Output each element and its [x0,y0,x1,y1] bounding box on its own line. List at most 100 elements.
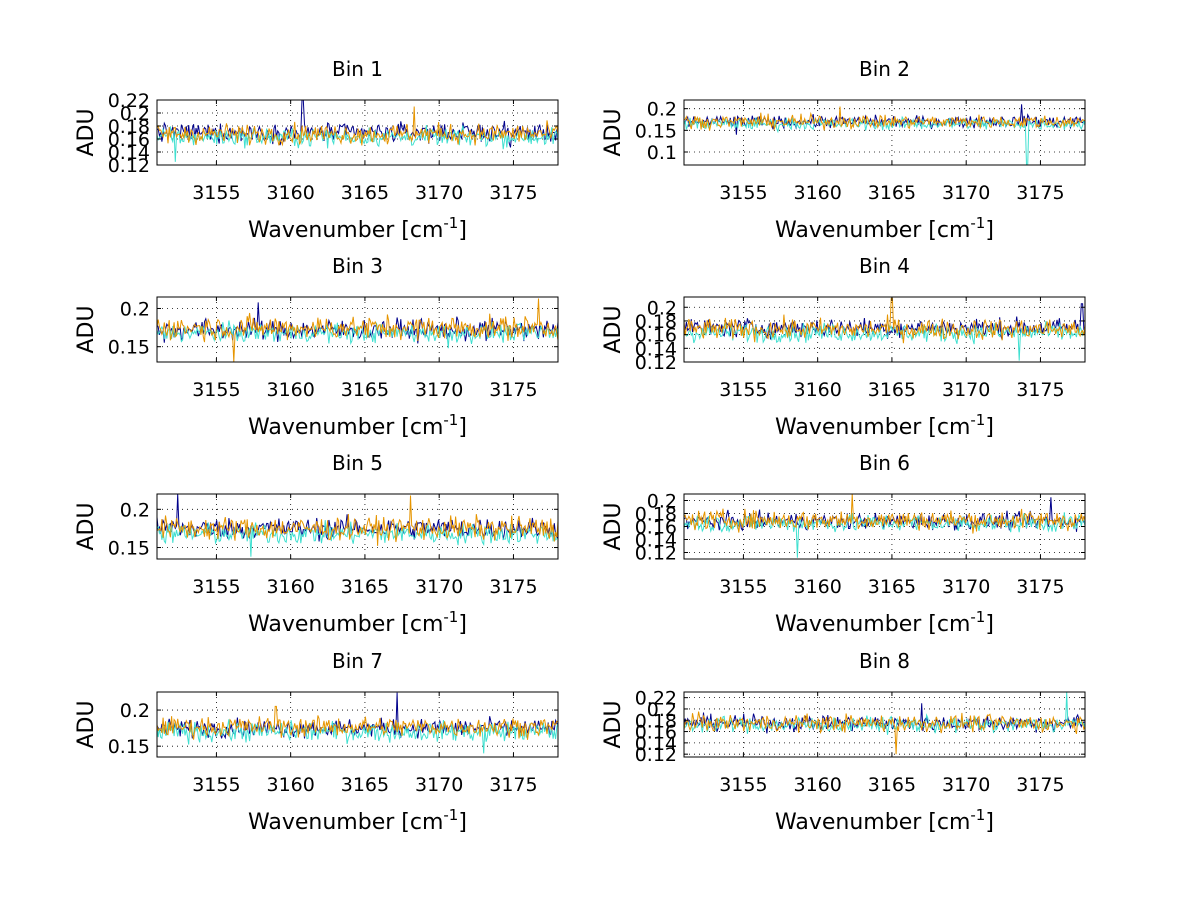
y-axis-label: ADU [601,305,626,353]
axes-frame [156,493,559,560]
series-group [684,297,1085,361]
series-line-3 [157,106,558,147]
x-tick-label: 3165 [868,182,916,204]
y-axis-label: ADU [601,502,626,550]
x-tick-label: 3175 [1016,576,1064,598]
x-tick-label: 3160 [266,576,314,598]
x-tick-label: 3175 [489,182,537,204]
series-group [684,692,1085,755]
y-tick-label: 0.15 [635,120,677,142]
y-tick-label: 0.12 [108,155,150,177]
subplot-title: Bin 7 [332,649,383,673]
x-tick-label: 3175 [489,379,537,401]
subplot-title: Bin 3 [332,254,383,278]
y-tick-label: 0.18 [108,116,150,138]
axes-frame [156,296,559,363]
axes-frame [683,296,1086,363]
x-tick-label: 3165 [868,774,916,796]
axes-frame [683,99,1086,166]
x-axis-label: Wavenumber [cm-1] [775,214,994,243]
y-axis-label: ADU [74,305,99,353]
y-tick-label: 0.2 [647,99,677,121]
series-line-2 [684,512,1085,558]
series-group [684,104,1085,165]
axes-frame [156,99,559,166]
y-tick-label: 0.22 [108,90,150,112]
axes-frame [156,691,559,758]
x-tick-label: 3175 [1016,379,1064,401]
x-tick-label: 3170 [415,182,463,204]
y-tick-label: 0.14 [635,733,677,755]
subplot-bin-1: 3155 3160 3165 3170 3175 0.120.140.160.180.20… [74,57,559,243]
series-line-3 [684,106,1085,131]
x-axis-label: Wavenumber [cm-1] [775,411,994,440]
x-tick-label: 3155 [192,576,240,598]
axes-frame [683,691,1086,758]
y-tick-label: 0.15 [108,337,150,359]
y-tick-label: 0.2 [647,297,677,319]
subplot-title: Bin 4 [859,254,910,278]
x-tick-label: 3160 [266,774,314,796]
series-line-3 [157,705,558,740]
x-tick-label: 3175 [1016,182,1064,204]
x-tick-label: 3155 [719,576,767,598]
series-line-3 [684,494,1085,534]
y-tick-label: 0.22 [635,688,677,710]
x-tick-label: 3170 [942,379,990,401]
series-group [684,494,1085,558]
x-tick-label: 3170 [415,576,463,598]
y-tick-label: 0.15 [108,538,150,560]
subplot-title: Bin 8 [859,649,910,673]
y-tick-label: 0.16 [635,325,677,347]
y-tick-label: 0.2 [647,699,677,721]
x-tick-label: 3170 [942,182,990,204]
x-tick-label: 3160 [793,576,841,598]
x-tick-label: 3165 [868,576,916,598]
y-tick-label: 0.14 [108,142,150,164]
subplot-bin-4: 3155 3160 3165 3170 3175 0.120.140.160.180.2 B… [601,254,1086,440]
y-tick-label: 0.16 [108,129,150,151]
series-line-2 [157,520,558,557]
y-tick-label: 0.2 [120,103,150,125]
y-tick-label: 0.1 [647,142,677,164]
x-tick-label: 3160 [793,379,841,401]
x-tick-label: 3170 [415,774,463,796]
x-tick-label: 3175 [489,576,537,598]
y-tick-label: 0.18 [635,311,677,333]
x-axis-label: Wavenumber [cm-1] [775,608,994,637]
x-tick-label: 3155 [719,379,767,401]
y-tick-label: 0.12 [635,352,677,374]
subplot-bin-5: 3155 3160 3165 3170 3175 0.15 0.2 Bin 5 Wavenumb… [74,451,559,637]
subplot-bin-6: 3155 3160 3165 3170 3175 0.120.140.160.180.2 B… [601,451,1086,637]
x-tick-label: 3160 [266,379,314,401]
x-tick-label: 3175 [1016,774,1064,796]
series-line-3 [684,711,1085,755]
x-tick-label: 3165 [341,774,389,796]
x-tick-label: 3170 [942,576,990,598]
y-tick-label: 0.15 [108,736,150,758]
y-tick-label: 0.14 [635,338,677,360]
subplot-title: Bin 6 [859,451,910,475]
series-group [157,100,558,162]
y-tick-label: 0.14 [635,530,677,552]
y-tick-label: 0.16 [635,517,677,539]
y-tick-label: 0.12 [635,744,677,766]
subplot-bin-8: 3155 3160 3165 3170 3175 0.120.140.160.180.20… [601,649,1086,835]
series-line-3 [157,298,558,362]
y-axis-label: ADU [601,108,626,156]
x-tick-label: 3165 [868,379,916,401]
y-tick-label: 0.12 [635,543,677,565]
x-tick-label: 3165 [341,379,389,401]
series-line-1 [157,692,558,740]
subplot-bin-7: 3155 3160 3165 3170 3175 0.15 0.2 Bin 7 Wavenumb… [74,649,559,835]
x-tick-label: 3160 [793,182,841,204]
y-tick-label: 0.2 [120,298,150,320]
x-tick-label: 3170 [415,379,463,401]
x-axis-label: Wavenumber [cm-1] [248,806,467,835]
series-group [157,494,558,557]
x-axis-label: Wavenumber [cm-1] [248,214,467,243]
x-tick-label: 3155 [192,379,240,401]
y-axis-label: ADU [601,700,626,748]
y-tick-label: 0.18 [635,504,677,526]
